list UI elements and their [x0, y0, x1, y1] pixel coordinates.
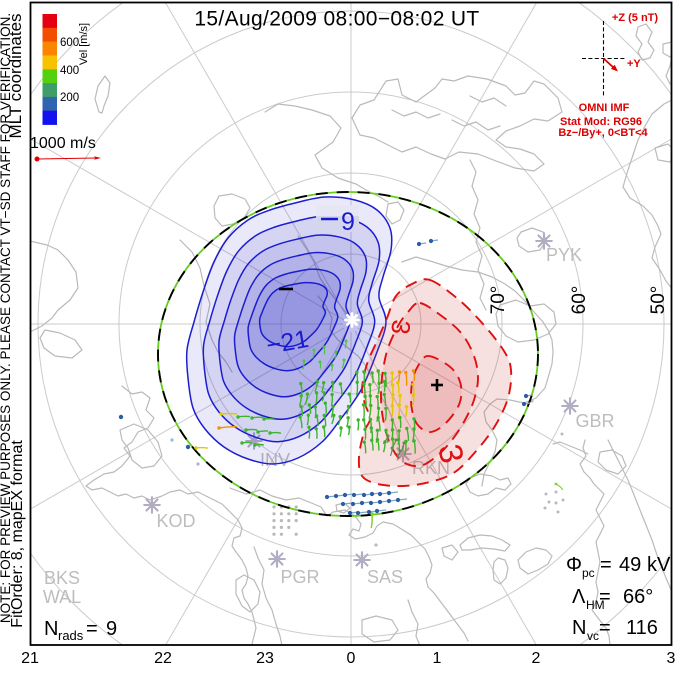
svg-text:FitOrder: 8, mapEX format: FitOrder: 8, mapEX format [9, 440, 26, 628]
svg-text:OMNI IMF: OMNI IMF [579, 102, 630, 114]
svg-text:Nvc=116: Nvc= 116 [572, 617, 658, 643]
svg-text:2: 2 [532, 650, 541, 667]
svg-text:60°: 60° [569, 286, 590, 315]
svg-text:1000 m/s: 1000 m/s [30, 135, 96, 152]
svg-text:Nrads=9: Nrads = 9 [44, 618, 117, 643]
svg-text:MLT coordinates: MLT coordinates [6, 13, 25, 138]
svg-text:600: 600 [60, 37, 79, 49]
svg-text:15/Aug/2009 08:00−08:02 UT: 15/Aug/2009 08:00−08:02 UT [194, 8, 479, 31]
svg-text:RKN: RKN [412, 458, 450, 478]
svg-text:9: 9 [341, 208, 355, 236]
svg-text:NOTE: FOR PREVIEW PURPOSES ONL: NOTE: FOR PREVIEW PURPOSES ONLY. PLEASE … [0, 13, 13, 623]
svg-text:200: 200 [60, 92, 79, 104]
svg-text:50°: 50° [648, 286, 669, 315]
svg-text:0: 0 [347, 650, 356, 667]
svg-text:Vel [m/s]: Vel [m/s] [78, 23, 90, 65]
svg-text:22: 22 [154, 650, 172, 667]
svg-text:KOD: KOD [156, 511, 195, 531]
svg-text:3: 3 [385, 318, 417, 336]
svg-text:Bz−/By+, 0<BT<4: Bz−/By+, 0<BT<4 [558, 127, 648, 139]
svg-text:GBR: GBR [575, 411, 614, 431]
svg-text:70°: 70° [488, 286, 509, 315]
svg-text:3: 3 [667, 650, 676, 667]
svg-text:400: 400 [60, 65, 79, 77]
svg-text:ΛHM=66°: ΛHM= 66° [572, 586, 653, 612]
svg-text:21: 21 [21, 650, 39, 667]
svg-text:+Y: +Y [627, 58, 641, 70]
svg-text:INV: INV [260, 450, 290, 470]
svg-text:Stat Mod: RG96: Stat Mod: RG96 [560, 116, 642, 128]
svg-text:1: 1 [433, 650, 442, 667]
svg-text:PYK: PYK [546, 245, 582, 265]
svg-text:23: 23 [256, 650, 274, 667]
svg-text:+Z (5 nT): +Z (5 nT) [612, 12, 658, 24]
svg-text:BKS: BKS [44, 568, 80, 588]
svg-text:SAS: SAS [367, 567, 403, 587]
svg-text:PGR: PGR [280, 567, 319, 587]
svg-text:WAL: WAL [43, 587, 81, 607]
